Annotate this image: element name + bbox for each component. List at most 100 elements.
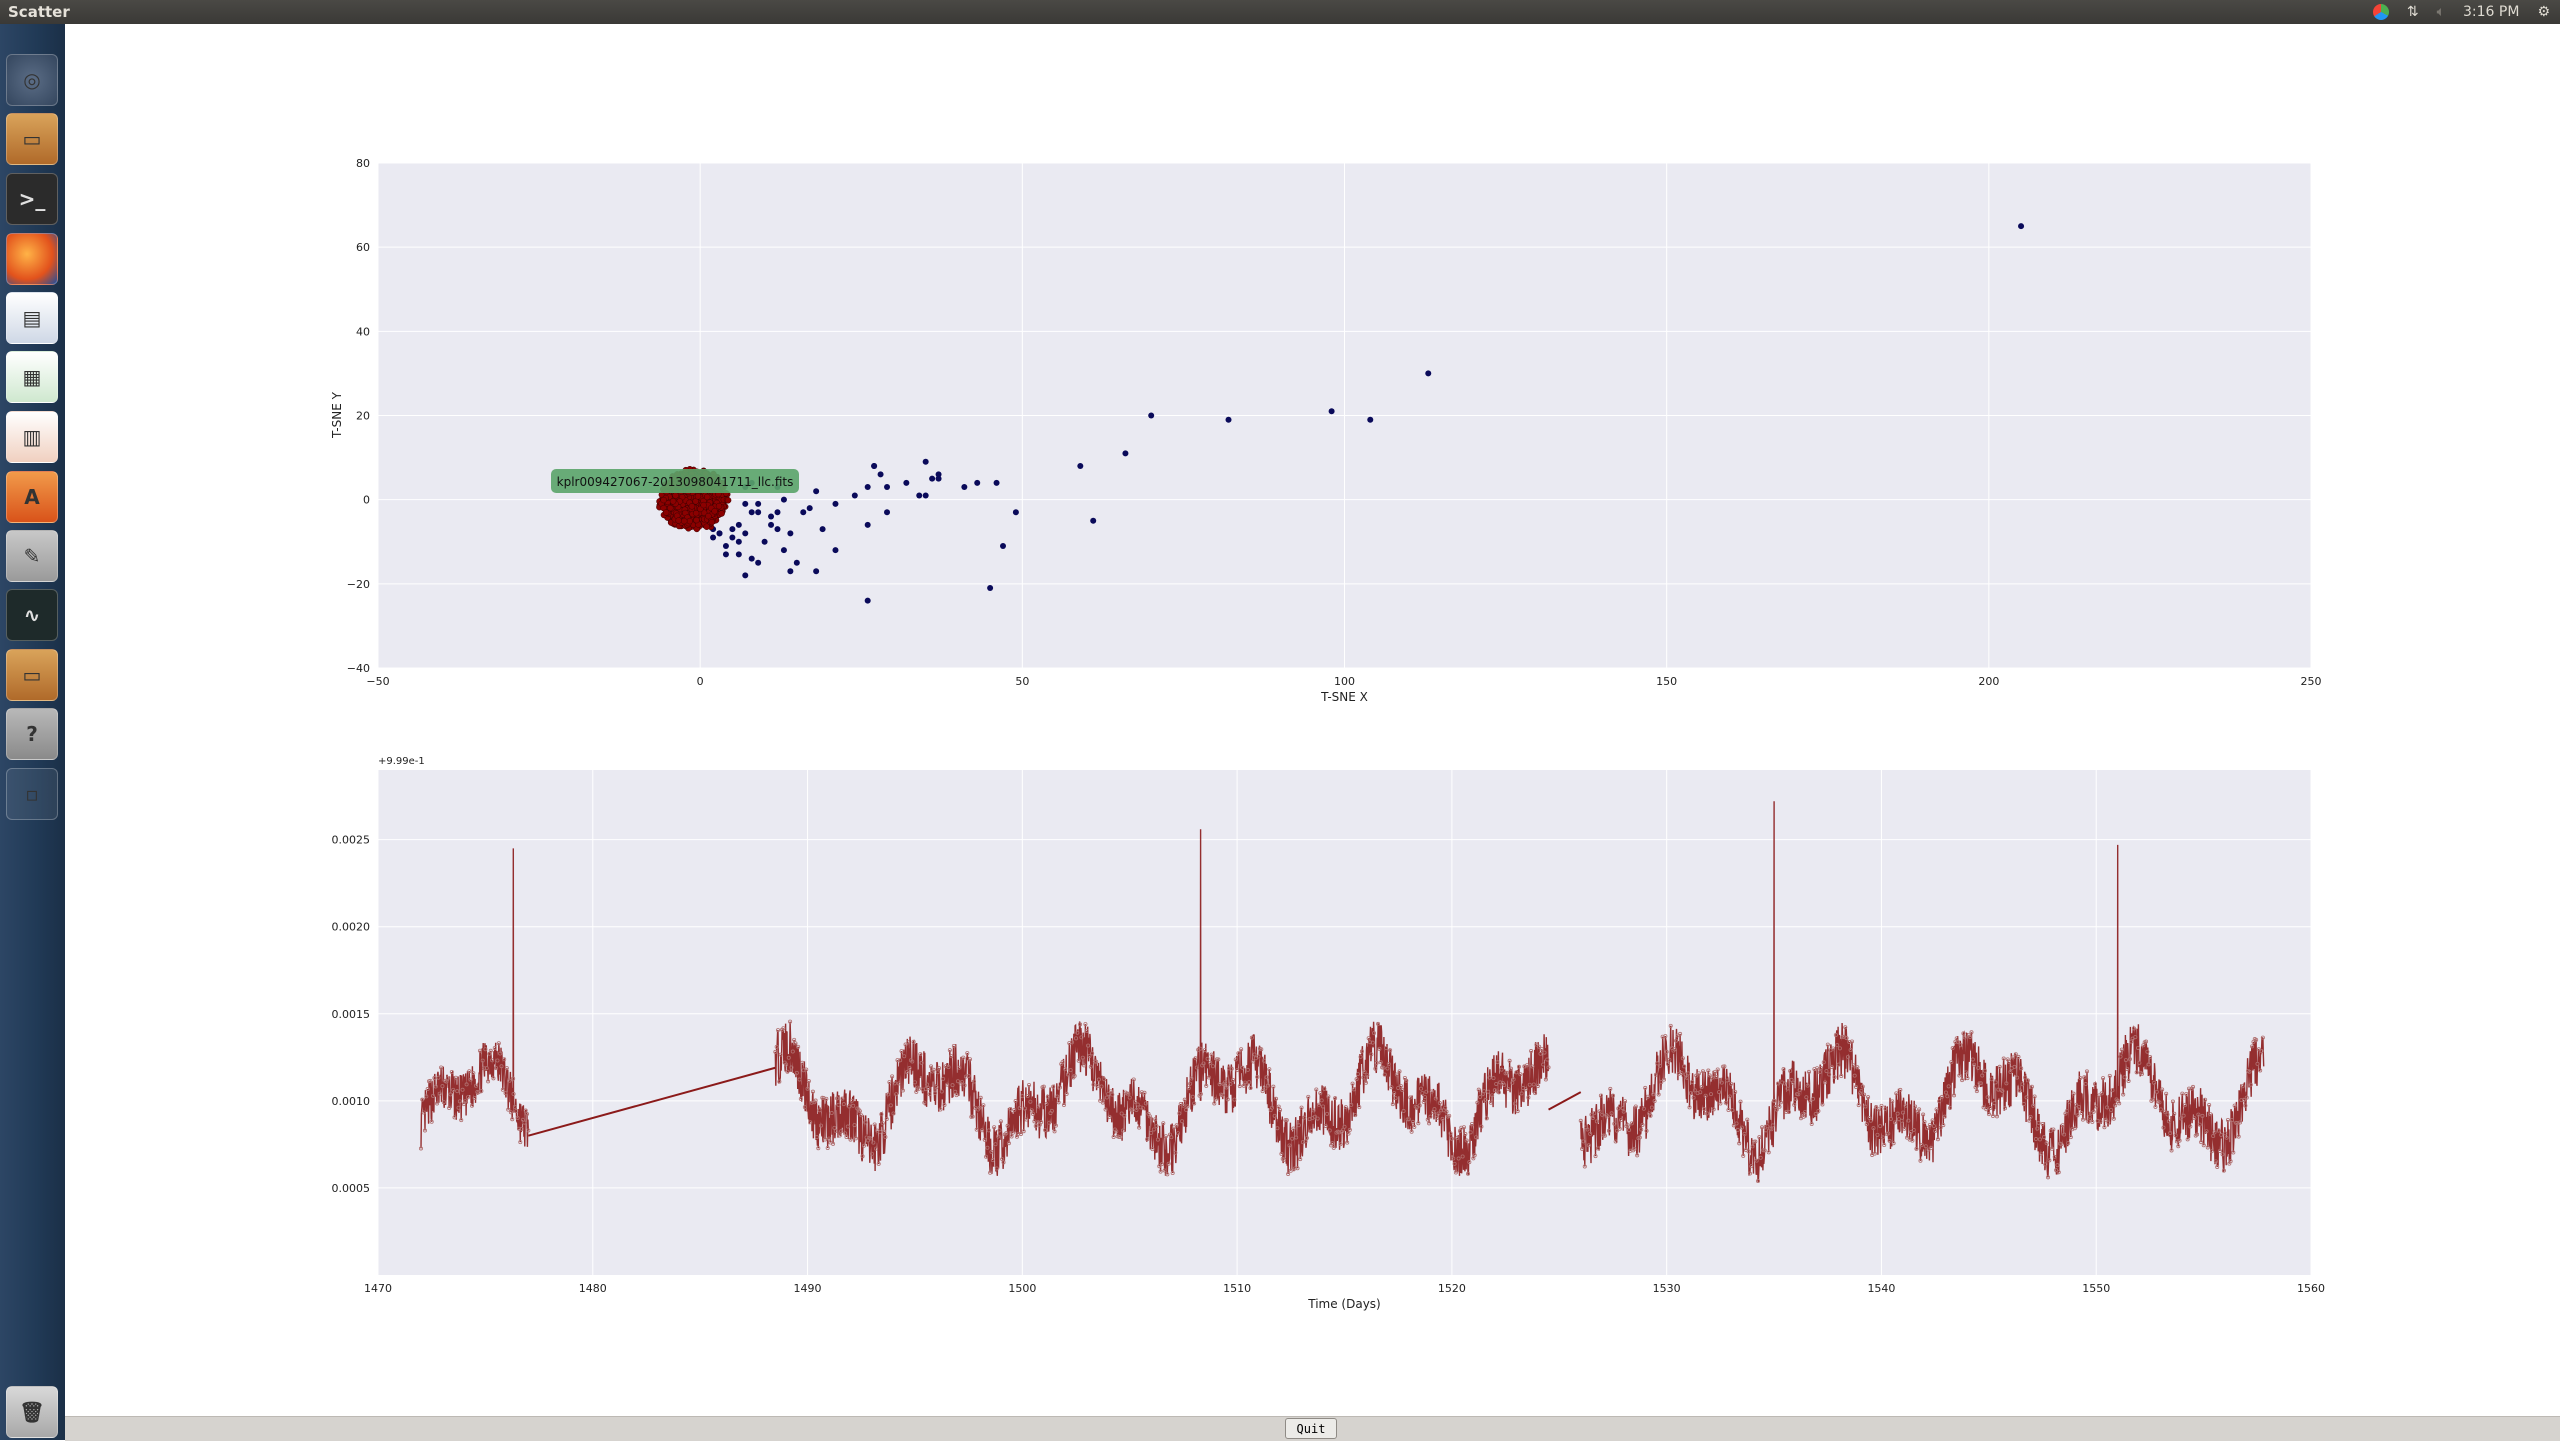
scatter-point[interactable] [729,534,736,541]
scatter-point[interactable] [961,484,968,491]
scatter-point[interactable] [748,555,755,562]
scatter-point[interactable] [929,475,936,482]
gear-icon[interactable]: ⚙ [2537,4,2550,20]
scatter-point[interactable] [787,568,794,575]
writer-icon[interactable]: ▤ [6,292,58,344]
scatter-point[interactable] [716,530,723,537]
scatter-point[interactable] [1328,408,1335,415]
scatter-point[interactable] [722,542,729,549]
selected-point[interactable] [711,507,718,515]
scatter-point[interactable] [1148,412,1155,419]
scatter-point[interactable] [722,551,729,558]
scatter-point[interactable] [935,471,942,478]
scatter-point[interactable] [1425,370,1432,377]
trash-icon[interactable]: 🗑︎ [6,1386,58,1438]
scatter-point[interactable] [780,496,787,503]
terminal-icon[interactable]: >_ [6,173,58,225]
scatter-point[interactable] [813,568,820,575]
scatter-point[interactable] [987,585,994,592]
tsne-scatter-plot[interactable]: −50 0 50 100 150 200 250 −40 −20 0 20 40 60 80 T-SNE X… [330,157,2322,704]
transfer-icon[interactable]: ⇅ [2406,4,2419,20]
scatter-point[interactable] [742,530,749,537]
scatter-point[interactable] [922,458,929,465]
scatter-point[interactable] [780,547,787,554]
scatter-point[interactable] [851,492,858,499]
scatter-point[interactable] [800,509,807,516]
scatter-point[interactable] [742,500,749,507]
scatter-point[interactable] [774,509,781,516]
scatter-point[interactable] [1225,416,1232,423]
scatter-point[interactable] [922,492,929,499]
scatter-point[interactable] [710,534,717,541]
scatter-point[interactable] [877,471,884,478]
scatter-point[interactable] [755,509,762,516]
scatter-point[interactable] [935,475,942,482]
scatter-point[interactable] [793,559,800,566]
selected-point[interactable] [688,503,696,510]
scatter-point[interactable] [755,559,762,566]
scatter-point[interactable] [1367,416,1374,423]
scatter-point[interactable] [735,551,742,558]
files-icon[interactable]: ▭ [6,649,58,701]
scatter-point[interactable] [864,521,871,528]
scatter-point[interactable] [993,479,1000,486]
scatter-point[interactable] [1000,542,1007,549]
scatter-point[interactable] [768,521,775,528]
figure-canvas[interactable]: −50 0 50 100 150 200 250 −40 −20 0 20 40 60 80 T-SNE X… [65,24,2560,1416]
clock[interactable]: 3:16 PM [2463,4,2520,20]
selected-point[interactable] [686,517,693,525]
selected-point[interactable] [703,493,711,501]
lightcurve-series[interactable] [418,801,2265,1184]
help-icon[interactable]: ? [6,708,58,760]
scatter-point[interactable] [884,484,891,491]
scatter-point[interactable] [761,538,768,545]
scatter-point[interactable] [768,513,775,520]
selected-point[interactable] [715,502,723,510]
selected-point[interactable] [680,517,688,525]
selected-point[interactable] [718,510,725,517]
system-settings-icon[interactable]: ✎ [6,530,58,582]
lightcurve-plot[interactable]: 1470 1480 1490 1500 1510 1520 1530 1540 1550 1560… [332,756,2326,1311]
selected-point[interactable] [675,517,682,524]
scatter-point[interactable] [819,526,826,533]
selected-point[interactable] [700,501,707,509]
selected-point[interactable] [660,496,667,504]
scatter-point[interactable] [916,492,923,499]
firefox-icon[interactable] [6,233,58,285]
scatter-point[interactable] [806,505,813,512]
scatter-point[interactable] [871,463,878,469]
workspace-switcher-icon[interactable]: ▫ [6,768,58,820]
network-icon[interactable] [2372,4,2389,20]
scatter-point[interactable] [813,488,820,495]
scatter-point[interactable] [755,500,762,507]
scatter-point[interactable] [1012,509,1019,516]
scatter-point[interactable] [864,484,871,491]
ubuntu-dash-icon[interactable]: ◎ [6,54,58,106]
scatter-point[interactable] [864,597,871,604]
files-icon[interactable]: ▭ [6,113,58,165]
scatter-point[interactable] [1077,463,1084,469]
selected-point[interactable] [705,512,712,520]
selected-point[interactable] [693,516,700,524]
quit-button[interactable]: Quit [1285,1418,1337,1439]
selected-point[interactable] [672,492,679,499]
scatter-point[interactable] [832,547,839,554]
scatter-point[interactable] [1090,517,1097,524]
selected-point[interactable] [703,523,710,530]
scatter-point[interactable] [742,572,749,579]
scatter-point[interactable] [974,479,981,486]
scatter-point[interactable] [748,509,755,516]
scatter-point[interactable] [787,530,794,537]
scatter-point[interactable] [735,521,742,528]
selected-point[interactable] [694,493,702,500]
selected-point[interactable] [669,498,677,505]
scatter-point[interactable] [729,526,736,533]
scatter-point[interactable] [903,479,910,486]
selected-point[interactable] [724,497,732,504]
volume-icon[interactable]: 🔈︎ [2436,4,2446,20]
software-center-icon[interactable]: A [6,471,58,523]
calc-icon[interactable]: ▦ [6,351,58,403]
selected-point[interactable] [708,518,716,526]
scatter-point[interactable] [832,500,839,507]
scatter-point[interactable] [2018,223,2025,230]
